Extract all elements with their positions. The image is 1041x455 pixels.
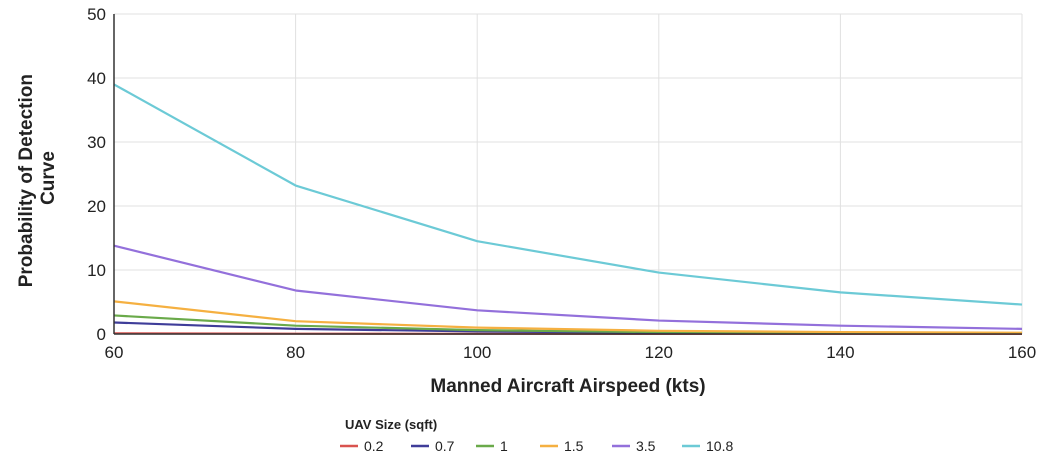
x-axis-title: Manned Aircraft Airspeed (kts) bbox=[430, 376, 705, 397]
x-tick-label: 60 bbox=[105, 343, 124, 362]
y-tick-label: 0 bbox=[97, 325, 106, 344]
x-tick-labels: 60 80 100 120 140 160 bbox=[105, 343, 1037, 362]
legend-label: 3.5 bbox=[636, 438, 656, 454]
y-tick-label: 20 bbox=[87, 197, 106, 216]
y-axis-title-line-1: Probability of Detection bbox=[16, 74, 37, 287]
series-line-1-5 bbox=[113, 300, 1023, 334]
x-tick-label: 100 bbox=[463, 343, 491, 362]
y-tick-label: 50 bbox=[87, 5, 106, 24]
legend-label: 0.2 bbox=[364, 438, 384, 454]
y-tick-label: 10 bbox=[87, 261, 106, 280]
series-line-3-5 bbox=[113, 244, 1023, 330]
series-lines bbox=[113, 83, 1023, 336]
y-axis-title-line-2: Curve bbox=[38, 151, 59, 205]
axes bbox=[113, 14, 1022, 335]
legend: UAV Size (sqft) 0.2 0.7 1 1.5 3.5 10.8 bbox=[340, 417, 733, 454]
x-tick-label: 80 bbox=[286, 343, 305, 362]
legend-label: 10.8 bbox=[706, 438, 733, 454]
series-line-1 bbox=[113, 314, 1023, 335]
x-tick-label: 160 bbox=[1008, 343, 1036, 362]
y-axis-title: Probability of Detection Curve bbox=[16, 69, 59, 288]
y-tick-label: 40 bbox=[87, 69, 106, 88]
legend-title: UAV Size (sqft) bbox=[345, 417, 437, 432]
legend-label: 1 bbox=[500, 438, 508, 454]
y-tick-label: 30 bbox=[87, 133, 106, 152]
x-tick-label: 120 bbox=[645, 343, 673, 362]
x-tick-label: 140 bbox=[826, 343, 854, 362]
series-line-10-8 bbox=[113, 83, 1023, 306]
y-tick-labels: 0 10 20 30 40 50 bbox=[87, 5, 106, 344]
legend-label: 1.5 bbox=[564, 438, 584, 454]
grid-lines bbox=[113, 13, 1023, 335]
legend-label: 0.7 bbox=[435, 438, 455, 454]
